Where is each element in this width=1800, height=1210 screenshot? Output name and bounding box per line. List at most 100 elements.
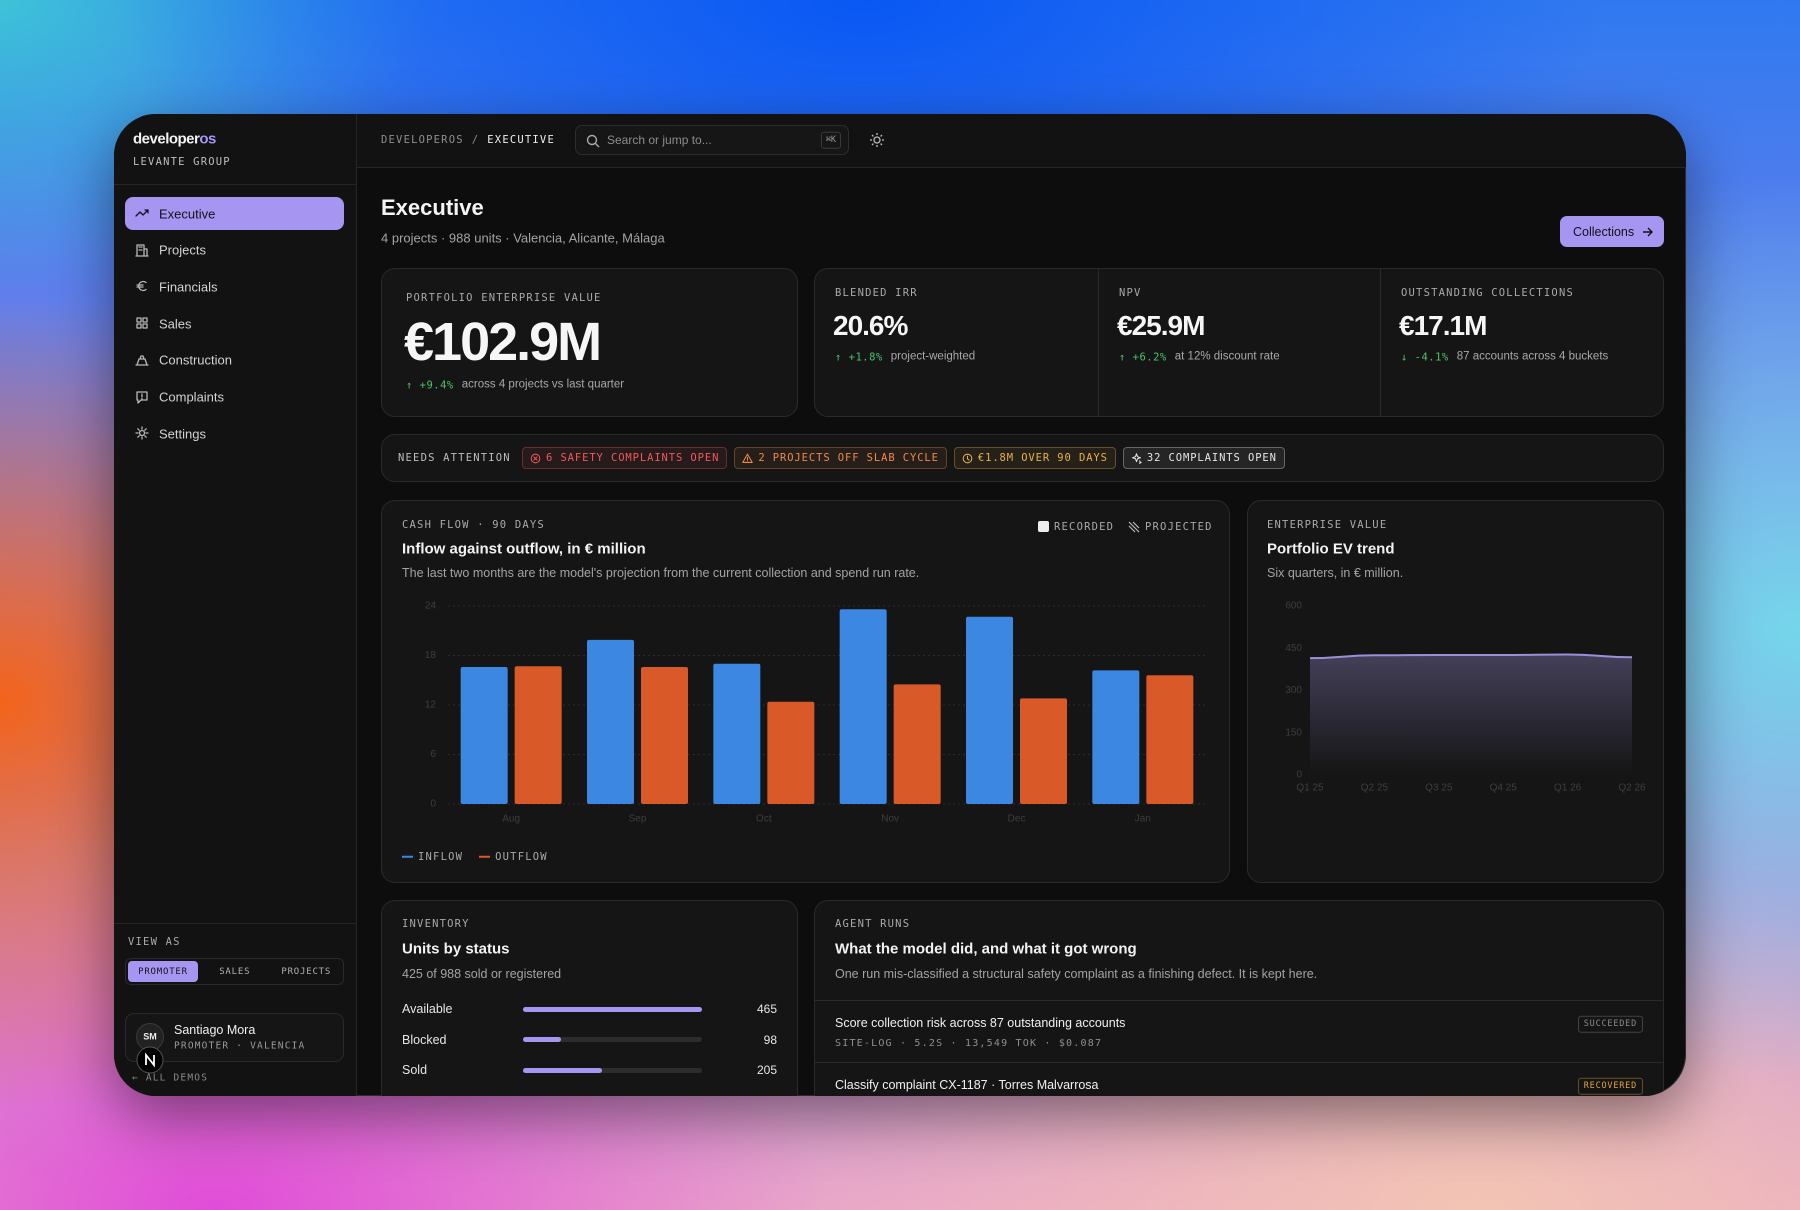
icon	[742, 453, 754, 463]
collections-button[interactable]: Collections	[1560, 216, 1664, 247]
kpi-delta-row: ↑ +1.8% project-weighted	[835, 351, 975, 363]
divider	[114, 923, 357, 924]
status-value: 205	[756, 1063, 777, 1077]
icon	[1131, 452, 1142, 465]
bar-track	[523, 1067, 702, 1073]
run-meta: SITE-LOG · 5.2S · 13,549 TOK · $0.087	[835, 1038, 1103, 1049]
breadcrumb-item[interactable]: DEVELOPEROS	[381, 133, 464, 146]
chip-icon	[1131, 452, 1142, 465]
nav-item[interactable]: Projects	[125, 234, 344, 267]
bar	[966, 616, 1013, 804]
run-title[interactable]: Classify complaint CX-1187 · Torres Malv…	[835, 1077, 1099, 1092]
card-title: What the model did, and what it got wron…	[835, 940, 1137, 958]
x-tick-label: Q4 25	[1490, 783, 1518, 794]
kpi-delta: ↑ +6.2%	[1119, 350, 1167, 363]
y-tick-label: 150	[1285, 727, 1302, 738]
icon	[530, 453, 541, 463]
shortcut: ⌘K	[820, 131, 841, 149]
icon	[135, 426, 149, 440]
card-title: Units by status	[402, 940, 510, 958]
nav-label: Projects	[159, 242, 206, 258]
chip-text: 32 COMPLAINTS OPEN	[1146, 452, 1277, 464]
back-link[interactable]: ← ALL DEMOS	[132, 1072, 209, 1084]
attention-chip[interactable]: 6 SAFETY COMPLAINTS OPEN	[522, 447, 728, 469]
brand-name: developer	[133, 130, 200, 148]
chart-title: Portfolio EV trend	[1267, 540, 1395, 558]
kpi-label: BLENDED IRR	[835, 286, 918, 299]
kpi-delta-row: ↑ +6.2% at 12% discount rate	[1119, 351, 1280, 363]
search-icon	[586, 134, 600, 148]
nav-item[interactable]: Sales	[125, 307, 344, 340]
divider	[815, 1000, 1663, 1001]
kpi-value: €25.9M	[1117, 310, 1205, 341]
attention-chips: 6 SAFETY COMPLAINTS OPEN 2 PROJECTS OFF S…	[522, 447, 1285, 469]
run-title[interactable]: Score collection risk across 87 outstand…	[835, 1015, 1126, 1030]
view-as-option[interactable]: SALES	[219, 966, 251, 977]
user-name: Santiago Mora	[174, 1022, 256, 1037]
chip-text: 6 SAFETY COMPLAINTS OPEN	[546, 452, 720, 464]
nav-label: Financials	[159, 279, 218, 295]
legend: INFLOW OUTFLOW	[402, 852, 548, 863]
breadcrumb: DEVELOPEROS / EXECUTIVE	[381, 135, 555, 146]
kpi-value: €102.9M	[404, 312, 602, 372]
icon	[136, 317, 148, 329]
icon	[135, 244, 149, 257]
attention-label: NEEDS ATTENTION	[398, 451, 511, 464]
theme-toggle[interactable]	[869, 132, 885, 148]
breadcrumb-item[interactable]: /	[471, 133, 480, 146]
legend-item: INFLOW	[402, 852, 463, 863]
bar	[767, 701, 815, 804]
bar-track	[523, 1037, 702, 1042]
page-subtitle: 4 projects · 988 units · Valencia, Alica…	[381, 230, 665, 246]
legend-swatch	[402, 856, 413, 858]
nav-item[interactable]: Complaints	[125, 381, 344, 414]
x-tick-label: Nov	[881, 814, 899, 825]
icon	[962, 453, 973, 463]
x-tick-label: Q3 25	[1425, 783, 1453, 794]
kpi-delta-row: ↓ -4.1% 87 accounts across 4 buckets	[1401, 351, 1608, 363]
nav-icon	[135, 390, 149, 404]
x-tick-label: Jan	[1135, 814, 1151, 825]
icon	[135, 355, 149, 366]
nav-item[interactable]: Executive	[125, 197, 344, 230]
agent-runs-card	[814, 900, 1664, 1096]
attention-chip[interactable]: 2 PROJECTS OFF SLAB CYCLE	[734, 447, 947, 469]
search-box[interactable]: Search or jump to... ⌘K	[575, 125, 849, 155]
nav-item[interactable]: Settings	[125, 417, 344, 450]
status-label: Available	[402, 1001, 453, 1016]
card-subtitle: 425 of 988 sold or registered	[402, 966, 562, 981]
nav-label: Settings	[159, 426, 206, 442]
nav-label: Complaints	[159, 389, 225, 405]
run-status: RECOVERED	[1577, 1077, 1643, 1095]
legend-item: OUTFLOW	[479, 852, 548, 863]
nav-item[interactable]: Financials	[125, 270, 344, 303]
status-label: Sold	[402, 1062, 428, 1077]
icon	[135, 209, 149, 217]
kpi-note: across 4 projects vs last quarter	[461, 378, 625, 391]
x-tick-label: Q1 26	[1554, 783, 1582, 794]
kpi-note: 87 accounts across 4 buckets	[1456, 350, 1609, 363]
view-as-option[interactable]: PROJECTS	[281, 966, 332, 977]
x-tick-label: Sep	[629, 814, 647, 825]
search-placeholder: Search or jump to...	[607, 133, 712, 147]
icon	[136, 390, 148, 404]
x-tick-label: Q2 26	[1618, 783, 1646, 794]
attention-chip[interactable]: €1.8M OVER 90 DAYS	[953, 447, 1116, 469]
attention-chip[interactable]: 32 COMPLAINTS OPEN	[1122, 447, 1285, 469]
dev-indicator[interactable]	[136, 1046, 164, 1074]
x-tick-label: Oct	[756, 814, 772, 825]
chart-subtitle: The last two months are the model's proj…	[402, 565, 920, 580]
view-as-option[interactable]: PROMOTER	[128, 961, 198, 982]
kpi-label: PORTFOLIO ENTERPRISE VALUE	[406, 291, 602, 304]
page-title: Executive	[381, 195, 484, 220]
nav-icon	[135, 426, 149, 440]
brand[interactable]: developeros	[133, 132, 216, 147]
divider	[114, 184, 357, 185]
nav-item[interactable]: Construction	[125, 344, 344, 377]
kpi-label: OUTSTANDING COLLECTIONS	[1401, 286, 1574, 299]
card-kicker: INVENTORY	[402, 917, 470, 930]
chip-text: €1.8M OVER 90 DAYS	[977, 452, 1108, 464]
bar	[523, 1067, 602, 1073]
kpi-card	[381, 268, 798, 417]
